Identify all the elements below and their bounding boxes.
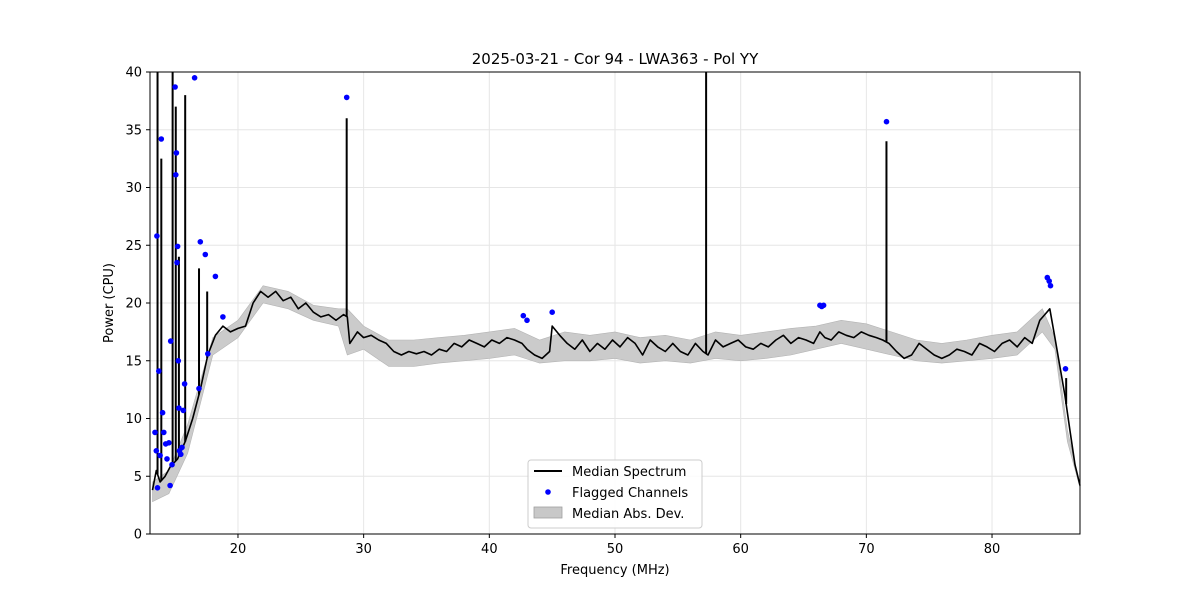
flagged-channel-point bbox=[883, 118, 890, 125]
y-tick-label: 25 bbox=[125, 239, 142, 254]
flagged-channel-point bbox=[180, 407, 187, 414]
flagged-channel-point bbox=[196, 385, 202, 392]
flagged-channel-point bbox=[174, 259, 180, 266]
flagged-channel-point bbox=[343, 94, 350, 101]
flagged-channel-point bbox=[169, 461, 175, 468]
y-tick-label: 15 bbox=[125, 354, 142, 369]
legend-label-flagged: Flagged Channels bbox=[572, 486, 688, 501]
flagged-channel-point bbox=[167, 338, 174, 344]
flagged-channel-point bbox=[174, 243, 181, 250]
x-tick-label: 80 bbox=[984, 542, 1001, 557]
flagged-channel-point bbox=[161, 429, 167, 436]
y-tick-label: 20 bbox=[125, 297, 142, 312]
flagged-channel-point bbox=[524, 317, 530, 324]
flagged-channel-point bbox=[154, 233, 160, 239]
x-tick-label: 60 bbox=[732, 542, 749, 557]
flagged-channel-point bbox=[181, 381, 188, 387]
x-tick-label: 30 bbox=[355, 542, 372, 557]
y-tick-label: 30 bbox=[125, 181, 142, 196]
flagged-channel-point bbox=[154, 485, 161, 491]
axis-ticks: 20 30 40 50 60 70 80 0 5 10 15 20 25 30 35 40 bbox=[125, 66, 1000, 558]
legend: Median Spectrum Flagged Channels Median … bbox=[527, 459, 703, 529]
flagged-channel-point bbox=[152, 429, 158, 436]
y-tick-label: 40 bbox=[125, 66, 142, 81]
legend-band-swatch bbox=[533, 506, 563, 519]
y-tick-label: 5 bbox=[134, 470, 142, 485]
flagged-channel-point bbox=[158, 136, 165, 142]
flagged-channel-point bbox=[197, 239, 204, 245]
flagged-channel-point bbox=[178, 451, 184, 458]
x-tick-label: 20 bbox=[230, 542, 247, 557]
flagged-channel-point bbox=[173, 172, 179, 178]
x-tick-label: 40 bbox=[481, 542, 498, 557]
flagged-channel-point bbox=[156, 368, 162, 374]
x-axis-title: Frequency (MHz) bbox=[560, 563, 669, 578]
flagged-channel-point bbox=[164, 456, 170, 462]
x-tick-label: 50 bbox=[607, 542, 624, 557]
flagged-channel-point bbox=[520, 312, 527, 319]
flagged-channel-point bbox=[167, 482, 173, 489]
flagged-channel-point bbox=[172, 84, 178, 90]
legend-label-mad: Median Abs. Dev. bbox=[572, 507, 684, 522]
y-tick-label: 0 bbox=[134, 528, 142, 543]
median-line-layer bbox=[151, 72, 1081, 491]
flagged-channel-point bbox=[212, 273, 219, 280]
flagged-channel-point bbox=[153, 448, 160, 454]
flagged-channel-point bbox=[1062, 366, 1069, 372]
flagged-channel-point bbox=[173, 150, 180, 156]
chart-title: 2025-03-21 - Cor 94 - LWA363 - Pol YY bbox=[472, 50, 759, 68]
flagged-channel-point bbox=[205, 351, 211, 357]
flagged-channel-point bbox=[157, 452, 163, 459]
x-tick-label: 70 bbox=[858, 542, 875, 557]
flagged-channel-point bbox=[175, 358, 182, 364]
flagged-channel-point bbox=[159, 409, 166, 416]
y-tick-label: 10 bbox=[125, 412, 142, 427]
legend-marker-swatch bbox=[545, 489, 551, 495]
median-spectrum-line bbox=[151, 290, 1081, 491]
flagged-channel-point bbox=[191, 75, 198, 81]
flagged-points-layer bbox=[152, 75, 1069, 491]
y-axis-title: Power (CPU) bbox=[102, 263, 117, 343]
flagged-channel-point bbox=[220, 314, 226, 320]
y-tick-label: 35 bbox=[125, 123, 142, 138]
flagged-channel-point bbox=[179, 444, 185, 451]
legend-box bbox=[527, 459, 703, 529]
flagged-channel-point bbox=[820, 302, 827, 309]
legend-label-median: Median Spectrum bbox=[572, 465, 686, 480]
flagged-channel-point bbox=[176, 405, 182, 411]
flagged-channel-point bbox=[166, 440, 172, 446]
flagged-channel-point bbox=[549, 309, 555, 316]
flagged-channel-point bbox=[1047, 282, 1054, 289]
flagged-channel-point bbox=[1046, 278, 1052, 284]
flagged-channel-point bbox=[202, 251, 209, 258]
